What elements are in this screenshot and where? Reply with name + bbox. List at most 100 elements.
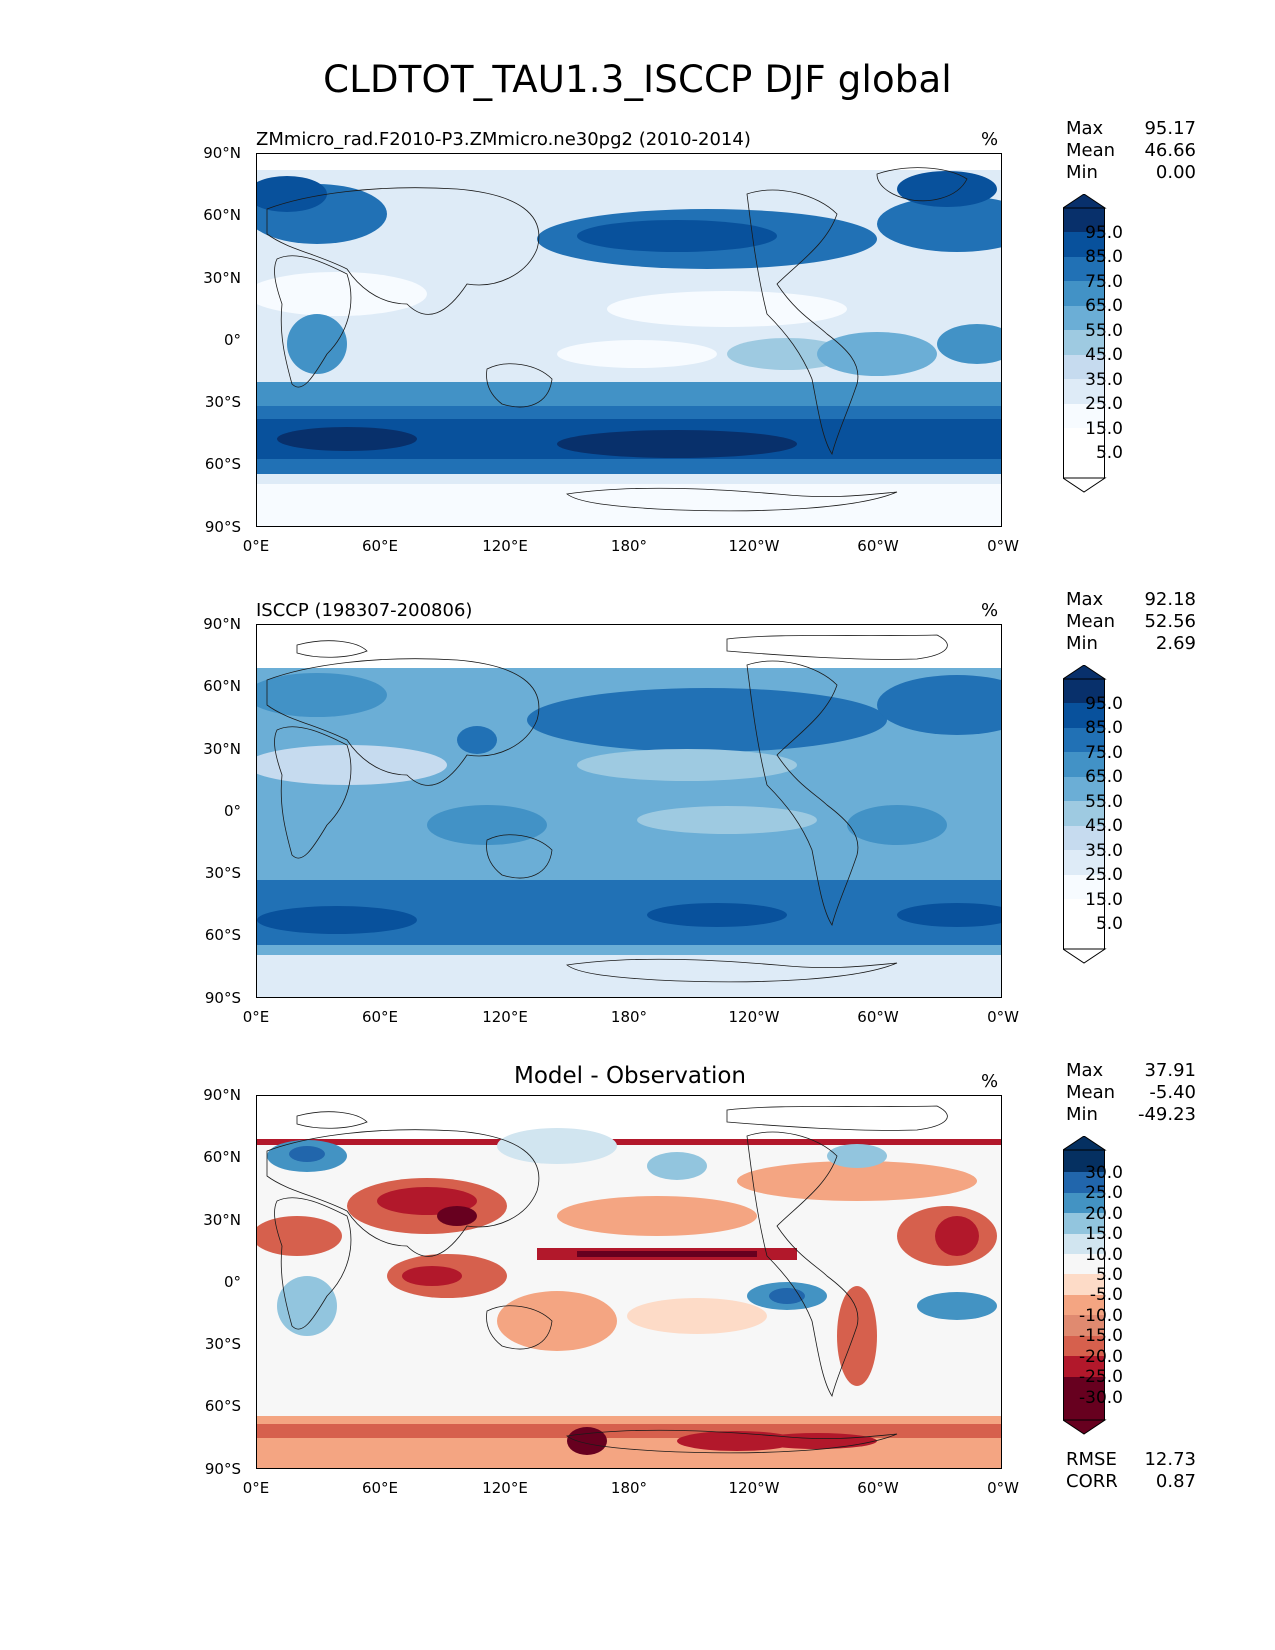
lat-label: 30°N	[203, 740, 241, 758]
lat-label: 30°N	[203, 269, 241, 287]
map-observation	[256, 624, 1002, 998]
stats-block: Max 92.18 Mean 52.56 Min 2.69	[1066, 589, 1196, 655]
colorbar-label: 15.0	[1085, 890, 1123, 910]
lon-label: 120°W	[728, 1008, 780, 1026]
lat-label: 30°S	[204, 864, 241, 882]
stat-value: -49.23	[1137, 1104, 1196, 1125]
lat-label: 0°	[223, 1273, 241, 1291]
colorbar-label: 20.0	[1085, 1204, 1123, 1224]
stat-value: 52.56	[1144, 611, 1196, 632]
stat-value: 12.73	[1144, 1449, 1196, 1470]
lon-label: 0°E	[242, 1008, 270, 1026]
map-observation-svg	[257, 625, 1001, 997]
colorbar-label: -20.0	[1079, 1347, 1123, 1367]
stat-label: Min	[1066, 1104, 1098, 1125]
stat-label: Max	[1066, 1060, 1104, 1081]
colorbar-svg	[1061, 193, 1107, 493]
stat-label: Min	[1066, 633, 1098, 654]
colorbar-label: 75.0	[1085, 743, 1123, 763]
colorbar: 95.0 85.0 75.0 65.0 55.0 45.0 35.0 25.0 …	[1061, 193, 1123, 498]
lat-label: 60°S	[204, 1397, 241, 1415]
stat-label: Max	[1066, 118, 1104, 139]
stat-value: 92.18	[1144, 589, 1196, 610]
colorbar-label: 85.0	[1085, 718, 1123, 738]
lon-label: 0°E	[242, 537, 270, 555]
colorbar: 30.0 25.0 20.0 15.0 10.0 5.0 -5.0 -10.0 …	[1061, 1135, 1123, 1440]
colorbar-label: 10.0	[1085, 1245, 1123, 1265]
lon-label: 60°W	[857, 1479, 899, 1497]
panel-units: %	[981, 129, 999, 150]
stat-label: CORR	[1066, 1471, 1118, 1492]
map-model	[256, 153, 1002, 527]
error-stats-block: RMSE 12.73 CORR 0.87	[1066, 1449, 1196, 1493]
lat-label: 60°N	[203, 677, 241, 695]
colorbar-label: 55.0	[1085, 792, 1123, 812]
lon-label: 120°E	[482, 1479, 528, 1497]
stat-label: Mean	[1066, 1082, 1116, 1103]
colorbar-label: -5.0	[1089, 1285, 1123, 1305]
lat-label: 90°N	[203, 1086, 241, 1104]
stat-value: 0.00	[1155, 162, 1196, 183]
colorbar-label: 15.0	[1085, 419, 1123, 439]
colorbar-label: 95.0	[1085, 223, 1123, 243]
colorbar-svg	[1061, 664, 1107, 964]
colorbar-label: 5.0	[1095, 1265, 1123, 1285]
colorbar-label: -25.0	[1079, 1367, 1123, 1387]
colorbar-label: 55.0	[1085, 321, 1123, 341]
lon-label: 180°	[610, 537, 648, 555]
colorbar-label: 15.0	[1085, 1224, 1123, 1244]
lon-label: 120°W	[728, 537, 780, 555]
stat-label: RMSE	[1066, 1449, 1117, 1470]
lon-label: 60°W	[857, 1008, 899, 1026]
lat-label: 90°N	[203, 144, 241, 162]
stats-block: Max 37.91 Mean -5.40 Min -49.23	[1066, 1060, 1196, 1126]
colorbar-label: 5.0	[1095, 914, 1123, 934]
lat-label: 60°S	[204, 455, 241, 473]
colorbar-label: 65.0	[1085, 767, 1123, 787]
stat-value: 46.66	[1144, 140, 1196, 161]
lat-label: 0°	[223, 331, 241, 349]
lon-label: 120°W	[728, 1479, 780, 1497]
lon-label: 0°W	[987, 1008, 1019, 1026]
lon-label: 60°E	[361, 1008, 399, 1026]
panel-units: %	[981, 600, 999, 621]
stat-label: Min	[1066, 162, 1098, 183]
stats-block: Max 95.17 Mean 46.66 Min 0.00	[1066, 118, 1196, 184]
stat-label: Max	[1066, 589, 1104, 610]
lon-label: 60°E	[361, 537, 399, 555]
stat-value: 37.91	[1144, 1060, 1196, 1081]
colorbar-label: 45.0	[1085, 816, 1123, 836]
lat-label: 90°S	[204, 1460, 241, 1478]
lon-label: 0°E	[242, 1479, 270, 1497]
stat-label: Mean	[1066, 140, 1116, 161]
colorbar-label: -10.0	[1079, 1306, 1123, 1326]
lon-label: 60°E	[361, 1479, 399, 1497]
lon-label: 120°E	[482, 1008, 528, 1026]
lon-label: 0°W	[987, 537, 1019, 555]
lat-label: 60°N	[203, 1148, 241, 1166]
lat-label: 60°S	[204, 926, 241, 944]
colorbar-svg	[1061, 1135, 1107, 1435]
panel-observation: ISCCP (198307-200806) %	[0, 589, 1275, 1070]
colorbar-label: 85.0	[1085, 247, 1123, 267]
colorbar-label: 65.0	[1085, 296, 1123, 316]
panel-units: %	[981, 1071, 999, 1092]
map-difference-svg	[257, 1096, 1001, 1468]
lon-label: 120°E	[482, 537, 528, 555]
panel-title: ISCCP (198307-200806)	[256, 600, 473, 621]
lat-label: 30°N	[203, 1211, 241, 1229]
panel-title: ZMmicro_rad.F2010-P3.ZMmicro.ne30pg2 (20…	[256, 129, 751, 150]
lon-label: 180°	[610, 1008, 648, 1026]
colorbar-label: 25.0	[1085, 394, 1123, 414]
stat-label: Mean	[1066, 611, 1116, 632]
lat-label: 30°S	[204, 393, 241, 411]
colorbar: 95.0 85.0 75.0 65.0 55.0 45.0 35.0 25.0 …	[1061, 664, 1123, 969]
map-model-svg	[257, 154, 1001, 526]
stat-value: 0.87	[1155, 1471, 1196, 1492]
colorbar-label: 5.0	[1095, 443, 1123, 463]
lon-label: 0°W	[987, 1479, 1019, 1497]
lat-label: 0°	[223, 802, 241, 820]
lon-label: 180°	[610, 1479, 648, 1497]
colorbar-label: -15.0	[1079, 1326, 1123, 1346]
colorbar-label: 45.0	[1085, 345, 1123, 365]
